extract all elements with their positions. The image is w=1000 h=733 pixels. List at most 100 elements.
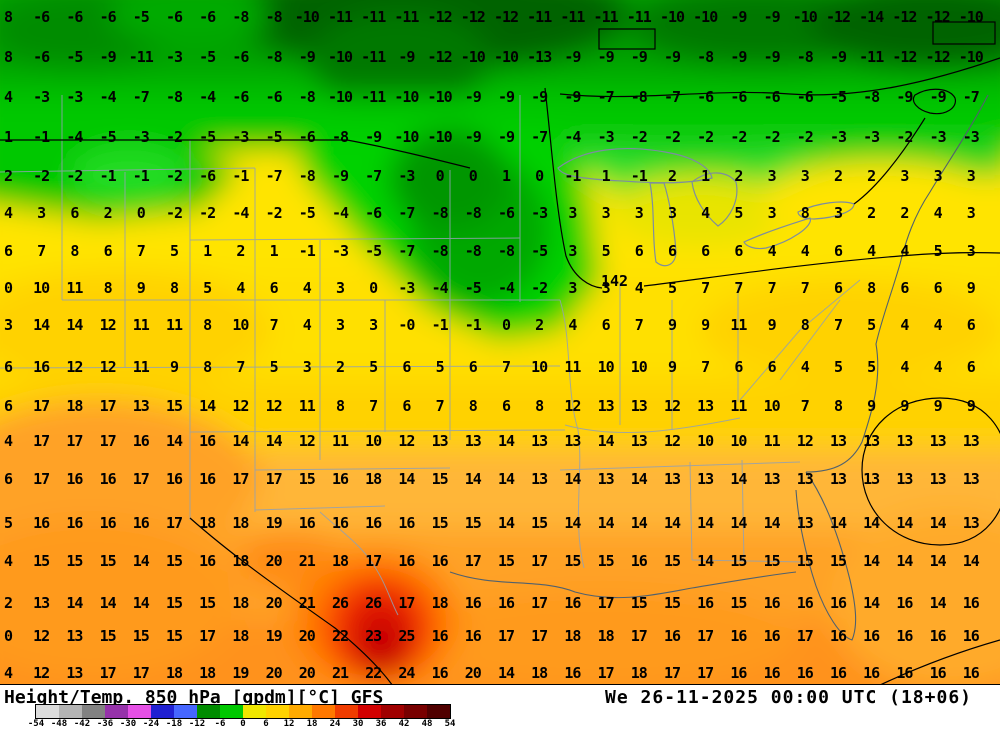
- temperature-value: 19: [265, 627, 283, 645]
- temperature-value: 7: [833, 316, 843, 334]
- temperature-value: 14: [165, 432, 183, 450]
- temperature-value: -6: [763, 88, 781, 106]
- temperature-value: -1: [132, 167, 150, 185]
- temperature-value: 8: [335, 397, 345, 415]
- temperature-value: 7: [269, 316, 279, 334]
- temperature-value: 14: [630, 470, 648, 488]
- temperature-value: 3: [601, 279, 611, 297]
- temperature-value: 13: [863, 432, 880, 450]
- temperature-value: 14: [33, 316, 50, 334]
- temperature-value: 8: [468, 397, 478, 415]
- temperature-value: -11: [859, 48, 884, 66]
- temperature-value: 14: [597, 432, 615, 450]
- temperature-value: -5: [298, 204, 316, 222]
- temperature-value: 16: [464, 627, 482, 645]
- temperature-value: -9: [464, 88, 482, 106]
- temperature-value: 14: [763, 514, 781, 532]
- temperature-value: 8: [70, 242, 79, 260]
- temperature-value: -5: [829, 88, 847, 106]
- temperature-value: 21: [298, 594, 316, 612]
- temperature-value: -9: [730, 48, 747, 66]
- temperature-value: 1: [701, 167, 710, 185]
- temperature-value: 0: [3, 279, 13, 297]
- legend-color-cell: [358, 705, 381, 718]
- temperature-value: 17: [132, 470, 150, 488]
- temperature-value: 2: [3, 167, 13, 185]
- temperature-value: 9: [966, 279, 976, 297]
- legend-tick-label: 0: [240, 719, 246, 729]
- temperature-value: 13: [929, 470, 947, 488]
- temperature-value: -10: [394, 128, 419, 146]
- temperature-value: 12: [663, 432, 681, 450]
- temperature-value: -10: [327, 88, 353, 106]
- temperature-value: -13: [527, 48, 552, 66]
- temperature-value: -7: [663, 88, 681, 106]
- temperature-value: 3: [335, 279, 345, 297]
- temperature-value: 14: [132, 594, 150, 612]
- temperature-value: 0: [136, 204, 146, 222]
- temperature-value: 13: [863, 470, 880, 488]
- temperature-value: -7: [531, 128, 548, 146]
- temperature-value: 4: [302, 316, 312, 334]
- temperature-value: 12: [398, 432, 415, 450]
- temperature-value: 5: [269, 358, 279, 376]
- temperature-value: 9: [667, 316, 677, 334]
- temperature-value: -4: [66, 128, 83, 146]
- temperature-value: 16: [896, 627, 913, 645]
- temperature-value: 17: [497, 627, 515, 645]
- temperature-value: 3: [966, 204, 976, 222]
- temperature-value: 9: [867, 397, 876, 415]
- temperature-value: 16: [863, 664, 880, 682]
- temperature-value: 15: [663, 552, 681, 570]
- temperature-value: -11: [361, 88, 386, 106]
- temperature-value: 4: [634, 279, 644, 297]
- temperature-value: 8: [203, 316, 212, 334]
- temperature-value: 0: [369, 279, 378, 297]
- temperature-value: -9: [398, 48, 415, 66]
- temperature-value: -1: [464, 316, 482, 334]
- temperature-value: -12: [427, 48, 453, 66]
- temperature-value: 8: [833, 397, 843, 415]
- temperature-value: -12: [427, 8, 453, 26]
- temperature-value: 17: [597, 664, 615, 682]
- temperature-value: -2: [66, 167, 83, 185]
- temperature-value: 6: [634, 242, 644, 260]
- temperature-value: 14: [464, 470, 482, 488]
- temperature-value: 4: [3, 204, 13, 222]
- temperature-value: 8: [800, 316, 810, 334]
- temperature-value: 8: [535, 397, 544, 415]
- legend-color-cell: [381, 705, 404, 718]
- temperature-value: 15: [165, 594, 183, 612]
- temperature-value: 18: [232, 627, 249, 645]
- temperature-value: 14: [497, 470, 515, 488]
- temperature-value: 11: [763, 432, 781, 450]
- temperature-value: -2: [763, 128, 781, 146]
- temperature-value: 15: [796, 552, 814, 570]
- legend-color-cell: [312, 705, 335, 718]
- temperature-value: -12: [892, 48, 917, 66]
- temperature-value: 3: [601, 204, 611, 222]
- temperature-value: 9: [701, 316, 710, 334]
- temperature-value: 16: [99, 514, 117, 532]
- temperature-value: 16: [132, 432, 150, 450]
- temperature-value: 13: [962, 432, 980, 450]
- temperature-value: 3: [369, 316, 378, 334]
- temperature-value: -3: [829, 128, 847, 146]
- temperature-value: 25: [398, 627, 415, 645]
- temperature-value: 12: [796, 432, 814, 450]
- temperature-value: 17: [33, 470, 50, 488]
- temperature-value: 14: [132, 552, 150, 570]
- temperature-value: 12: [663, 397, 681, 415]
- temperature-value: 16: [763, 664, 781, 682]
- temperature-value: 17: [796, 627, 814, 645]
- temperature-value: 17: [66, 432, 83, 450]
- temperature-value: 10: [630, 358, 648, 376]
- legend-tick-label: 18: [306, 719, 318, 729]
- temperature-value: 13: [763, 470, 781, 488]
- temperature-value: -2: [199, 204, 216, 222]
- temperature-value: 18: [431, 594, 449, 612]
- temperature-value: 13: [630, 397, 648, 415]
- temperature-value: 2: [103, 204, 113, 222]
- temperature-value: 20: [265, 552, 283, 570]
